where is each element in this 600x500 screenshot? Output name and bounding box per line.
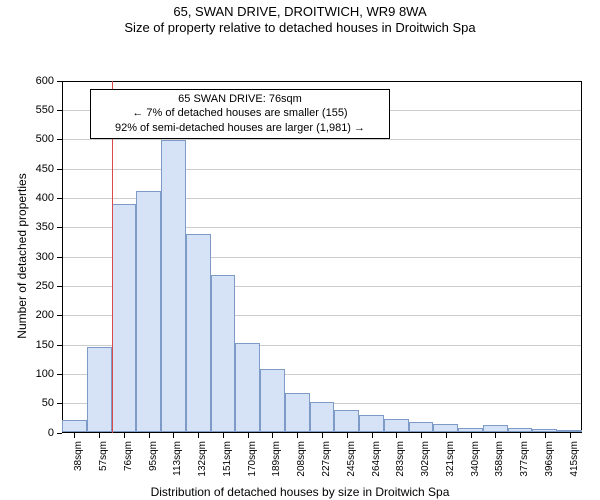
callout-line2: ← 7% of detached houses are smaller (155… bbox=[97, 106, 383, 121]
ytick-mark bbox=[57, 198, 62, 199]
xtick-label: 38sqm bbox=[74, 441, 84, 486]
xtick-label: 76sqm bbox=[124, 441, 134, 486]
histogram-bar bbox=[161, 140, 186, 433]
xtick-mark bbox=[471, 433, 472, 438]
histogram-bar bbox=[186, 234, 211, 433]
histogram-bar bbox=[235, 343, 260, 433]
xtick-mark bbox=[545, 433, 546, 438]
ytick-mark bbox=[57, 169, 62, 170]
ytick-label: 300 bbox=[0, 252, 54, 263]
xtick-label: 170sqm bbox=[248, 441, 258, 486]
callout-line1: 65 SWAN DRIVE: 76sqm bbox=[97, 92, 383, 107]
xtick-mark bbox=[297, 433, 298, 438]
xtick-mark bbox=[74, 433, 75, 438]
histogram-bar bbox=[483, 425, 508, 432]
xtick-mark bbox=[446, 433, 447, 438]
x-axis-label: Distribution of detached houses by size … bbox=[0, 485, 600, 499]
xtick-label: 377sqm bbox=[520, 441, 530, 486]
ytick-label: 550 bbox=[0, 105, 54, 116]
histogram-bar bbox=[87, 347, 112, 432]
ytick-label: 50 bbox=[0, 398, 54, 409]
xtick-label: 396sqm bbox=[545, 441, 555, 486]
xtick-mark bbox=[570, 433, 571, 438]
xtick-label: 189sqm bbox=[272, 441, 282, 486]
ytick-mark bbox=[57, 286, 62, 287]
histogram-bar bbox=[285, 393, 310, 433]
ytick-mark bbox=[57, 227, 62, 228]
callout-line3: 92% of semi-detached houses are larger (… bbox=[97, 121, 383, 136]
histogram-bar bbox=[433, 424, 458, 432]
ytick-label: 350 bbox=[0, 222, 54, 233]
ytick-label: 400 bbox=[0, 193, 54, 204]
ytick-label: 100 bbox=[0, 369, 54, 380]
xtick-mark bbox=[347, 433, 348, 438]
xtick-mark bbox=[372, 433, 373, 438]
ytick-mark bbox=[57, 345, 62, 346]
xtick-mark bbox=[149, 433, 150, 438]
histogram-bar bbox=[260, 369, 285, 432]
ytick-label: 500 bbox=[0, 134, 54, 145]
xtick-mark bbox=[99, 433, 100, 438]
ytick-mark bbox=[57, 433, 62, 434]
histogram-bar bbox=[136, 191, 161, 432]
xtick-label: 208sqm bbox=[297, 441, 307, 486]
xtick-label: 245sqm bbox=[347, 441, 357, 486]
xtick-mark bbox=[396, 433, 397, 438]
xtick-label: 415sqm bbox=[570, 441, 580, 486]
xtick-label: 340sqm bbox=[471, 441, 481, 486]
xtick-label: 321sqm bbox=[446, 441, 456, 486]
ytick-mark bbox=[57, 110, 62, 111]
histogram-bar bbox=[384, 419, 409, 432]
xtick-label: 57sqm bbox=[99, 441, 109, 486]
histogram-bar bbox=[334, 410, 359, 432]
ytick-label: 450 bbox=[0, 164, 54, 175]
gridline bbox=[63, 139, 581, 140]
ytick-label: 0 bbox=[0, 428, 54, 439]
xtick-label: 227sqm bbox=[322, 441, 332, 486]
xtick-mark bbox=[223, 433, 224, 438]
callout-box: 65 SWAN DRIVE: 76sqm ← 7% of detached ho… bbox=[90, 89, 390, 140]
ytick-mark bbox=[57, 315, 62, 316]
page-title-line1: 65, SWAN DRIVE, DROITWICH, WR9 8WA bbox=[0, 4, 600, 20]
xtick-mark bbox=[495, 433, 496, 438]
xtick-mark bbox=[421, 433, 422, 438]
histogram-bar bbox=[409, 422, 434, 433]
gridline bbox=[63, 169, 581, 170]
ytick-mark bbox=[57, 139, 62, 140]
xtick-mark bbox=[520, 433, 521, 438]
ytick-label: 250 bbox=[0, 281, 54, 292]
histogram-bar bbox=[112, 204, 137, 432]
histogram-bar bbox=[211, 275, 236, 432]
ytick-mark bbox=[57, 81, 62, 82]
ytick-label: 150 bbox=[0, 340, 54, 351]
xtick-label: 302sqm bbox=[421, 441, 431, 486]
ytick-mark bbox=[57, 257, 62, 258]
xtick-mark bbox=[322, 433, 323, 438]
xtick-label: 151sqm bbox=[223, 441, 233, 486]
xtick-mark bbox=[272, 433, 273, 438]
page-title-line2: Size of property relative to detached ho… bbox=[0, 20, 600, 36]
histogram-bar bbox=[62, 420, 87, 433]
xtick-mark bbox=[173, 433, 174, 438]
xtick-label: 283sqm bbox=[396, 441, 406, 486]
xtick-label: 113sqm bbox=[173, 441, 183, 486]
xtick-label: 132sqm bbox=[198, 441, 208, 486]
xtick-mark bbox=[124, 433, 125, 438]
xtick-mark bbox=[248, 433, 249, 438]
ytick-label: 200 bbox=[0, 310, 54, 321]
ytick-mark bbox=[57, 403, 62, 404]
ytick-mark bbox=[57, 374, 62, 375]
histogram-bar bbox=[310, 402, 335, 433]
xtick-label: 95sqm bbox=[149, 441, 159, 486]
ytick-label: 600 bbox=[0, 76, 54, 87]
histogram-bar bbox=[359, 415, 384, 433]
xtick-label: 264sqm bbox=[372, 441, 382, 486]
xtick-mark bbox=[198, 433, 199, 438]
xtick-label: 358sqm bbox=[495, 441, 505, 486]
